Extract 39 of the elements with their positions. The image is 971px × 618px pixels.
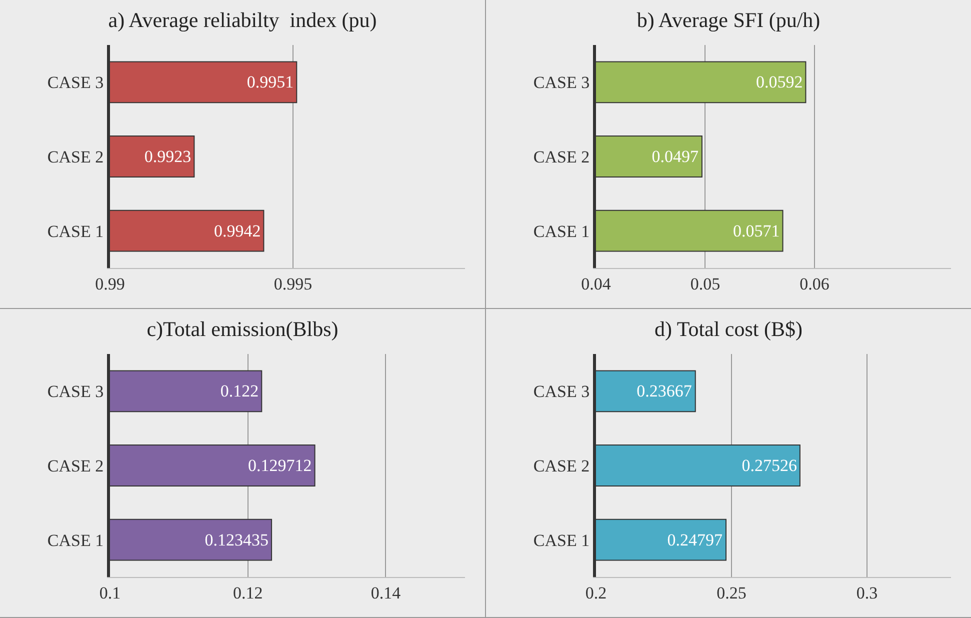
data-label: 0.129712 [248,456,312,475]
x-tick-label: 0.1 [99,583,121,602]
x-tick-label: 0.14 [370,583,402,602]
data-label: 0.9951 [246,72,294,92]
data-label: 0.9923 [144,147,192,166]
y-tick-label: CASE 3 [47,73,104,92]
data-label: 0.24797 [667,530,723,550]
data-label: 0.0592 [756,72,803,92]
x-tick-label: 0.995 [274,274,312,294]
chart-title: d) Total cost (B$) [654,317,803,342]
chart-title: b) Average SFI (pu/h) [636,8,820,32]
y-tick-label: CASE 2 [47,147,104,166]
x-tick-label: 0.12 [232,583,263,602]
data-label: 0.0571 [733,221,780,240]
x-tick-label: 0.04 [581,274,612,294]
x-tick-label: 0.06 [800,274,830,294]
data-label: 0.27526 [742,456,797,475]
data-label: 0.23667 [636,382,692,401]
y-tick-label: CASE 3 [533,382,590,402]
y-tick-label: CASE 3 [47,382,104,402]
data-label: 0.0497 [652,147,699,166]
y-tick-label: CASE 1 [533,222,590,241]
y-tick-label: CASE 1 [47,222,104,241]
data-label: 0.123435 [204,530,269,550]
x-tick-label: 0.05 [690,274,720,294]
x-tick-label: 0.3 [856,583,878,602]
chart-title: a) Average reliabilty index (pu) [108,8,377,32]
y-tick-label: CASE 1 [47,530,104,550]
y-tick-label: CASE 3 [533,73,590,92]
data-label: 0.122 [220,382,259,401]
x-tick-label: 0.25 [716,583,746,602]
x-tick-label: 0.99 [95,274,125,294]
y-tick-label: CASE 2 [47,456,104,476]
x-tick-label: 0.2 [585,583,607,602]
y-tick-label: CASE 2 [533,456,590,476]
data-label: 0.9942 [214,221,261,240]
y-tick-label: CASE 2 [533,147,590,166]
y-tick-label: CASE 1 [533,530,590,550]
chart-title: c)Total emission(Blbs) [146,317,338,342]
